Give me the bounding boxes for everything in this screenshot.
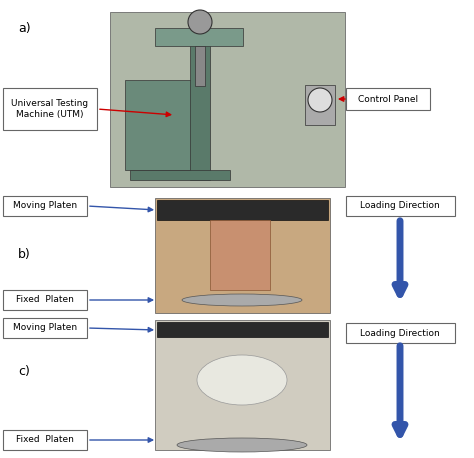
Ellipse shape: [182, 294, 302, 306]
Text: Universal Testing
Machine (UTM): Universal Testing Machine (UTM): [11, 99, 89, 119]
Bar: [130, 170, 230, 180]
FancyBboxPatch shape: [346, 323, 455, 343]
Bar: [157, 322, 328, 337]
FancyBboxPatch shape: [155, 198, 330, 313]
FancyBboxPatch shape: [346, 196, 455, 216]
Bar: [305, 85, 335, 125]
Text: b): b): [18, 248, 31, 261]
FancyBboxPatch shape: [3, 430, 87, 450]
FancyBboxPatch shape: [155, 320, 330, 450]
FancyBboxPatch shape: [3, 196, 87, 216]
Text: Fixed  Platen: Fixed Platen: [16, 436, 74, 445]
Bar: [195, 46, 205, 86]
FancyBboxPatch shape: [3, 88, 97, 130]
Text: c): c): [18, 365, 30, 378]
Text: Control Panel: Control Panel: [358, 94, 418, 104]
FancyBboxPatch shape: [3, 290, 87, 310]
Circle shape: [308, 88, 332, 112]
Text: Loading Direction: Loading Direction: [360, 328, 440, 338]
Circle shape: [188, 10, 212, 34]
FancyBboxPatch shape: [110, 12, 345, 187]
FancyBboxPatch shape: [3, 318, 87, 338]
Ellipse shape: [197, 355, 287, 405]
Bar: [155, 28, 243, 46]
Text: Moving Platen: Moving Platen: [13, 323, 77, 333]
Text: Loading Direction: Loading Direction: [360, 202, 440, 211]
FancyBboxPatch shape: [346, 88, 430, 110]
Bar: [190, 30, 210, 180]
Ellipse shape: [177, 438, 307, 452]
Bar: [157, 200, 328, 220]
Bar: [210, 220, 270, 290]
Text: Moving Platen: Moving Platen: [13, 202, 77, 211]
Text: Fixed  Platen: Fixed Platen: [16, 295, 74, 305]
Text: a): a): [18, 22, 31, 35]
Bar: [125, 80, 205, 170]
